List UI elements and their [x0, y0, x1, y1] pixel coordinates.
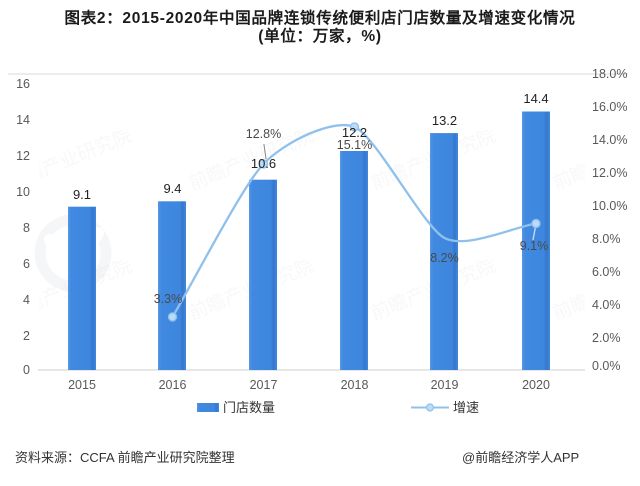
svg-text:门店数量: 门店数量: [223, 400, 275, 415]
svg-text:资料来源：CCFA 前瞻产业研究院整理: 资料来源：CCFA 前瞻产业研究院整理: [15, 450, 235, 465]
svg-text:@前瞻经济学人APP: @前瞻经济学人APP: [462, 450, 579, 465]
svg-text:增速: 增速: [453, 400, 479, 415]
